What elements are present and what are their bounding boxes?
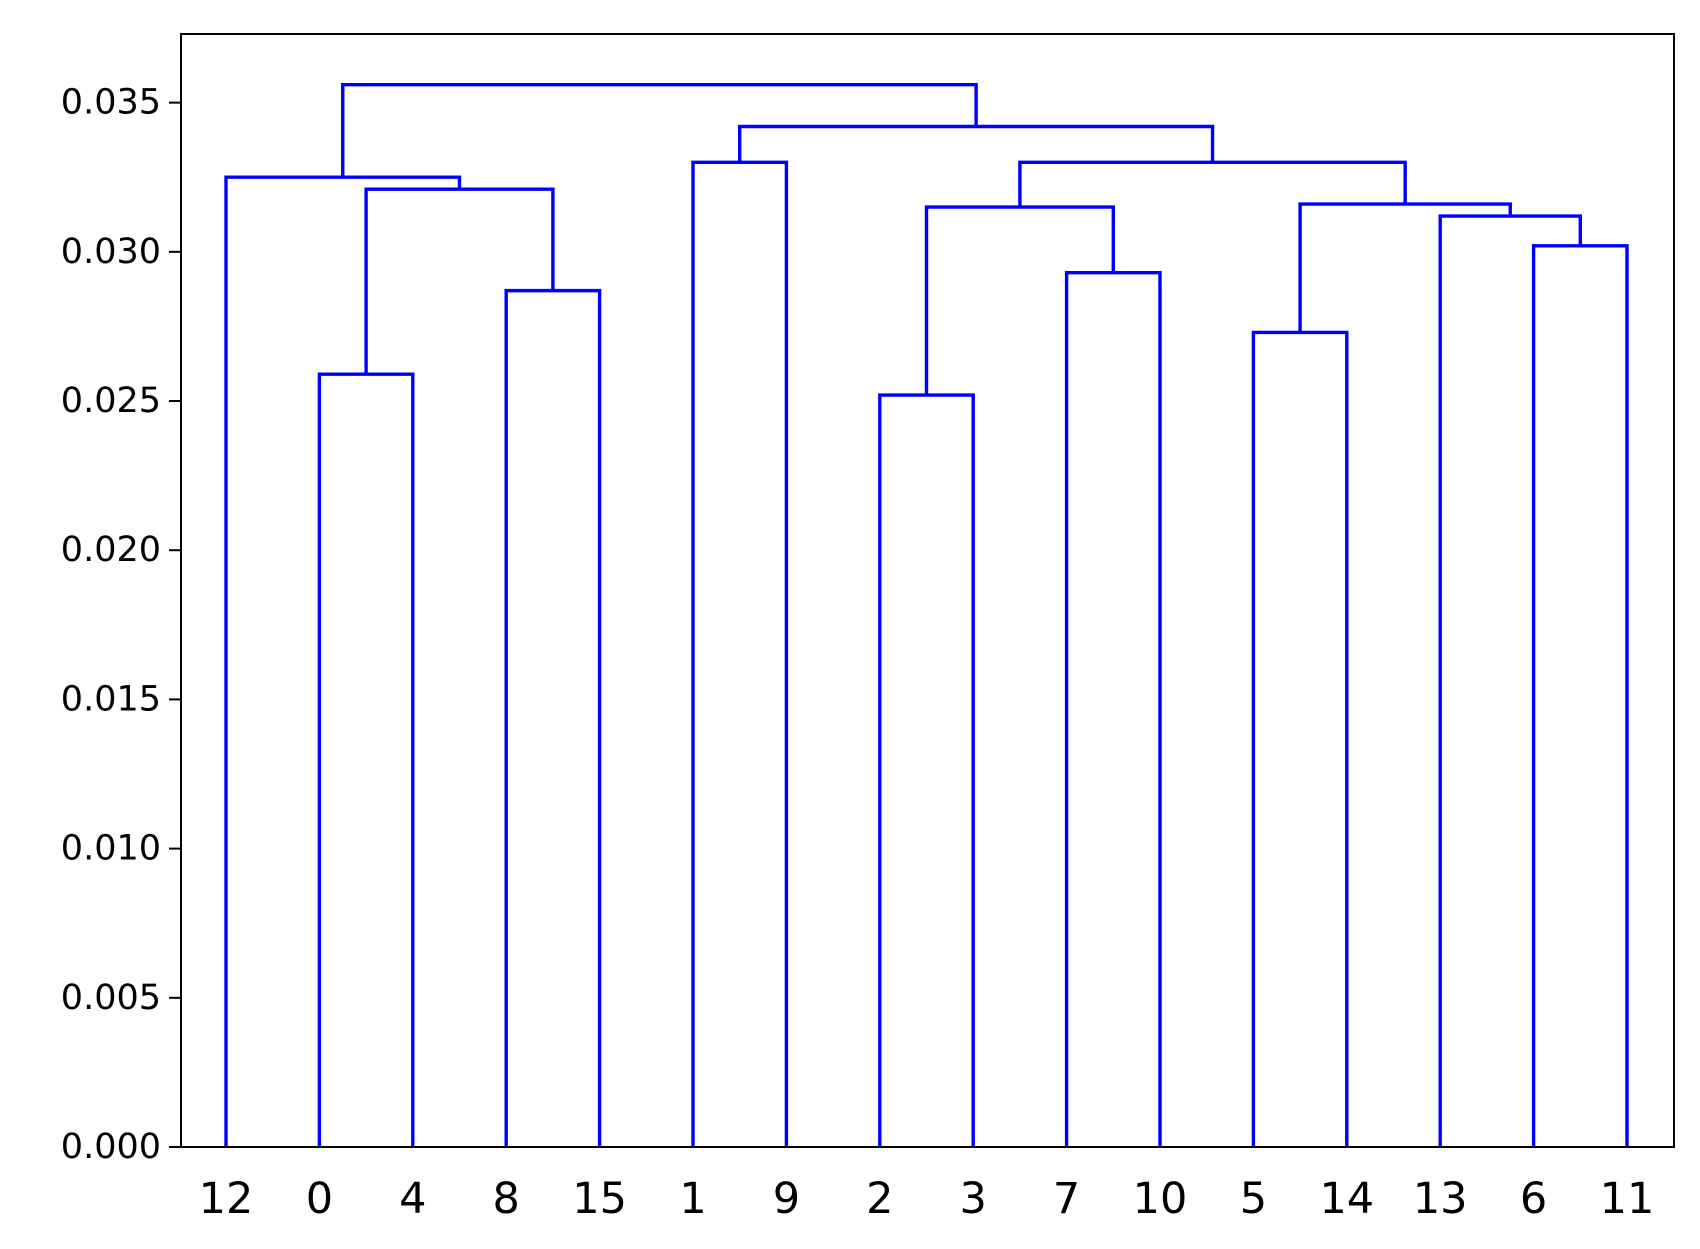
leaf-label: 6 <box>1520 1174 1547 1224</box>
leaf-label: 12 <box>199 1174 254 1224</box>
leaf-label: 11 <box>1600 1174 1655 1224</box>
leaf-label: 2 <box>866 1174 893 1224</box>
y-tick-label: 0.015 <box>61 679 161 719</box>
dendrogram-link-6 <box>878 393 975 1147</box>
leaf-label: 1 <box>679 1174 706 1224</box>
leaf-label: 3 <box>960 1174 987 1224</box>
leaf-label: 5 <box>1240 1174 1267 1224</box>
leaf-label: 7 <box>1053 1174 1080 1224</box>
leaf-label: 15 <box>572 1174 627 1224</box>
dendrogram-link-10 <box>1531 244 1629 1147</box>
leaf-label: 4 <box>399 1174 426 1224</box>
leaf-label: 0 <box>306 1174 333 1224</box>
leaf-label: 9 <box>773 1174 800 1224</box>
dendrogram-link-11 <box>1438 214 1582 1147</box>
y-axis: 0.000 0.005 0.010 0.015 0.020 0.025 0.030 0.035 <box>61 83 181 1167</box>
y-tick-label: 0.025 <box>61 381 161 421</box>
x-axis: 12 0 4 8 15 1 9 2 3 7 10 5 14 13 6 11 <box>199 1174 1655 1224</box>
dendrogram-link-15 <box>341 83 978 178</box>
dendrogram-link-2 <box>504 288 602 1147</box>
plot-frame <box>180 33 1675 1148</box>
dendrogram-link-4 <box>224 175 462 1147</box>
y-tick-label: 0.010 <box>61 829 161 869</box>
dendrogram-links <box>224 83 1629 1147</box>
y-tick-label: 0.035 <box>61 83 161 123</box>
dendrogram-link-3 <box>364 187 555 375</box>
y-tick-label: 0.000 <box>61 1127 161 1167</box>
y-tick-label: 0.030 <box>61 232 161 272</box>
leaf-label: 10 <box>1133 1174 1188 1224</box>
leaf-label: 8 <box>493 1174 520 1224</box>
y-tick-label: 0.005 <box>61 978 161 1018</box>
leaf-label: 13 <box>1413 1174 1468 1224</box>
y-tick-label: 0.020 <box>61 530 161 570</box>
leaf-label: 14 <box>1319 1174 1374 1224</box>
